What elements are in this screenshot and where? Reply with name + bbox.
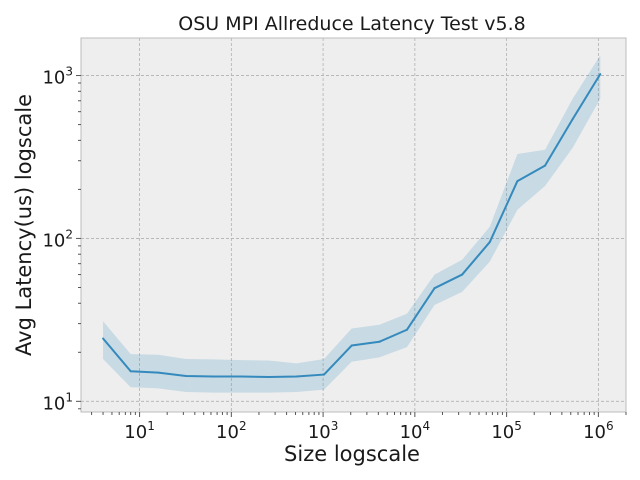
data-point [461, 273, 464, 276]
x-tick-label: 102 [216, 419, 247, 443]
data-point [323, 373, 326, 376]
x-axis-label: Size logscale [284, 442, 420, 466]
y-axis-ticks: 101 102 103 [42, 65, 81, 414]
y-tick-label: 102 [42, 227, 73, 251]
x-axis-ticks: 101 102 103 104 105 106 [91, 412, 627, 443]
y-axis-label: Avg Latency(us) logscale [12, 94, 36, 356]
grid-lines [81, 38, 626, 412]
data-point [157, 371, 160, 374]
data-point [102, 337, 105, 340]
x-tick-label: 104 [400, 419, 431, 443]
x-tick-label: 105 [491, 419, 522, 443]
data-point [212, 375, 215, 378]
data-point [295, 375, 298, 378]
data-point [544, 164, 547, 167]
y-tick-label: 101 [42, 390, 73, 414]
x-tick-label: 101 [124, 419, 155, 443]
data-point [405, 328, 408, 331]
data-point [516, 180, 519, 183]
confidence-band-layer [103, 55, 601, 393]
series-line-layer [102, 73, 602, 379]
x-tick-label: 103 [308, 419, 339, 443]
data-point [240, 375, 243, 378]
data-point [129, 370, 132, 373]
chart-title: OSU MPI Allreduce Latency Test v5.8 [178, 13, 525, 35]
data-point [267, 376, 270, 379]
data-point [488, 241, 491, 244]
data-point [378, 340, 381, 343]
data-point [184, 375, 187, 378]
plot-frame [80, 37, 627, 413]
plot-area [81, 38, 626, 412]
y-tick-label: 103 [42, 65, 73, 89]
data-point [571, 118, 574, 121]
x-tick-label: 106 [583, 419, 614, 443]
data-point [433, 287, 436, 290]
confidence-band [103, 55, 601, 393]
data-point [599, 73, 602, 76]
data-point [350, 344, 353, 347]
